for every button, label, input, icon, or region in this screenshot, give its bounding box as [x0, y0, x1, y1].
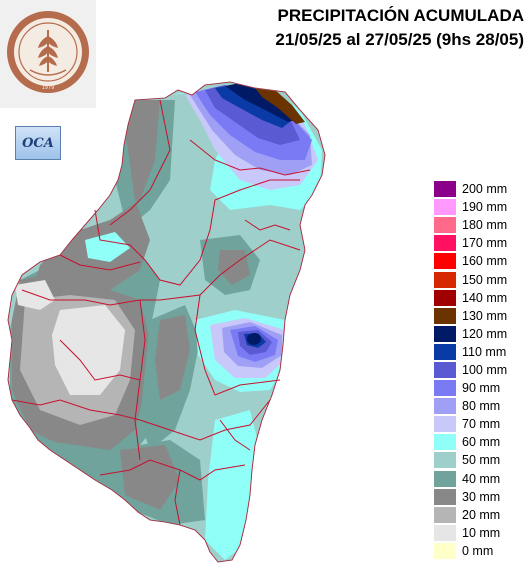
legend-label: 140 mm [462, 290, 508, 305]
legend-label: 40 mm [462, 471, 501, 486]
legend-label: 70 mm [462, 417, 501, 432]
page-title: PRECIPITACIÓN ACUMULADA 21/05/25 al 27/0… [275, 4, 524, 52]
legend-item: 130 mm [434, 307, 528, 325]
legend-label: 50 mm [462, 453, 501, 468]
legend-label: 100 mm [462, 362, 508, 377]
legend-swatch [434, 271, 456, 288]
legend-label: 10 mm [462, 525, 501, 540]
legend-swatch [434, 235, 456, 252]
title-line-2: 21/05/25 al 27/05/25 (9hs 28/05) [275, 30, 524, 49]
legend-item: 0 mm [434, 542, 528, 560]
precipitation-map [7, 81, 326, 563]
legend-swatch [434, 199, 456, 216]
legend-label: 20 mm [462, 507, 501, 522]
legend-item: 70 mm [434, 415, 528, 433]
legend-label: 180 mm [462, 218, 508, 233]
legend-item: 150 mm [434, 270, 528, 288]
legend-swatch [434, 524, 456, 541]
title-line-1: PRECIPITACIÓN ACUMULADA [277, 6, 525, 25]
legend-swatch [434, 488, 456, 505]
legend-swatch [434, 506, 456, 523]
legend-swatch [434, 361, 456, 378]
legend-swatch [434, 307, 456, 324]
legend-label: 120 mm [462, 326, 508, 341]
logo-area: 1979 [0, 0, 96, 108]
legend-swatch [434, 181, 456, 198]
legend-label: 0 mm [462, 543, 494, 558]
legend-item: 10 mm [434, 524, 528, 542]
legend-swatch [434, 398, 456, 415]
legend-swatch [434, 217, 456, 234]
legend-label: 110 mm [462, 344, 507, 359]
legend-item: 200 mm [434, 180, 528, 198]
legend-swatch [434, 434, 456, 451]
legend-item: 110 mm [434, 343, 528, 361]
legend-label: 90 mm [462, 381, 501, 396]
legend-item: 180 mm [434, 216, 528, 234]
bolsa-cereales-seal: 1979 [7, 11, 89, 93]
legend-label: 130 mm [462, 308, 508, 323]
legend-label: 60 mm [462, 435, 501, 450]
seal-year: 1979 [42, 85, 55, 91]
legend-swatch [434, 416, 456, 433]
legend-item: 80 mm [434, 397, 528, 415]
legend-item: 30 mm [434, 488, 528, 506]
legend-swatch [434, 253, 456, 270]
legend-label: 80 mm [462, 399, 501, 414]
legend-label: 30 mm [462, 489, 501, 504]
legend-label: 170 mm [462, 236, 508, 251]
legend-item: 90 mm [434, 379, 528, 397]
legend-item: 120 mm [434, 325, 528, 343]
legend-item: 60 mm [434, 433, 528, 451]
legend-swatch [434, 470, 456, 487]
legend-item: 190 mm [434, 198, 528, 216]
legend-swatch [434, 380, 456, 397]
legend-label: 150 mm [462, 272, 508, 287]
legend-label: 160 mm [462, 254, 508, 269]
legend-label: 200 mm [462, 182, 508, 197]
legend-item: 160 mm [434, 252, 528, 270]
legend-item: 40 mm [434, 470, 528, 488]
legend-item: 50 mm [434, 451, 528, 469]
legend-label: 190 mm [462, 200, 508, 215]
oca-badge: OCA [15, 126, 61, 160]
legend-item: 100 mm [434, 361, 528, 379]
legend-swatch [434, 452, 456, 469]
legend-swatch [434, 325, 456, 342]
legend-item: 20 mm [434, 506, 528, 524]
precipitation-legend: 200 mm 190 mm 180 mm 170 mm 160 mm 150 mm 140 … [434, 180, 528, 560]
legend-swatch [434, 289, 456, 306]
legend-swatch [434, 542, 456, 559]
legend-item: 170 mm [434, 234, 528, 252]
legend-item: 140 mm [434, 289, 528, 307]
legend-swatch [434, 343, 456, 360]
